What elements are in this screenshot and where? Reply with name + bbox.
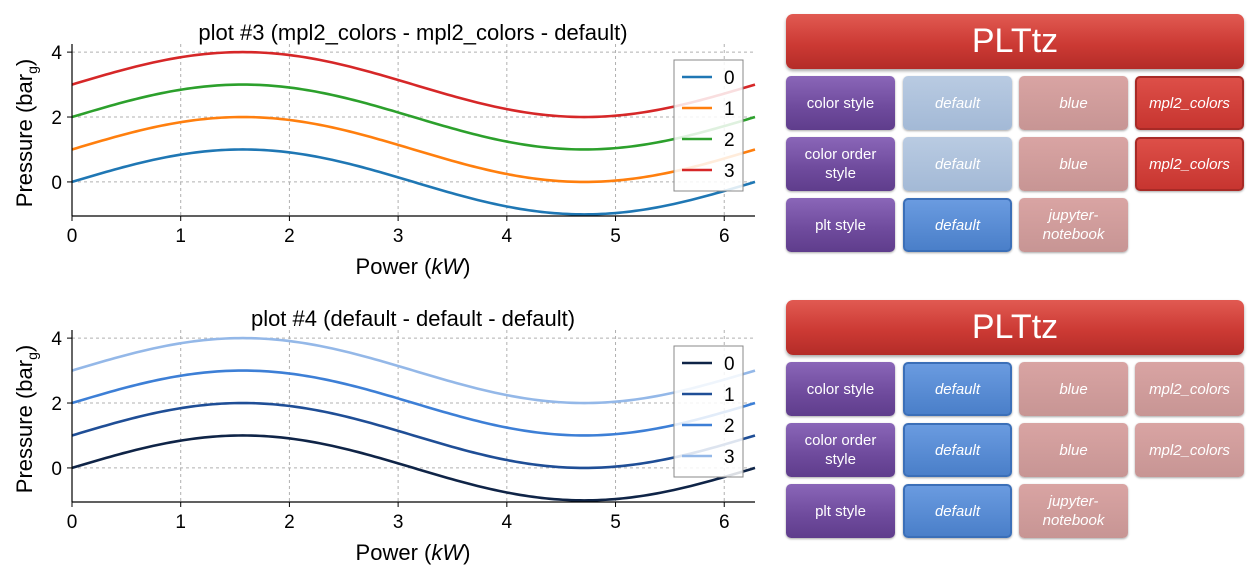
color-order-mpl2-colors-button[interactable]: mpl2_colors: [1135, 137, 1244, 191]
color-style-blue-button[interactable]: blue: [1019, 362, 1128, 416]
x-tick-label: 6: [719, 512, 730, 533]
plot-legend: 0 1 2 3: [673, 345, 744, 478]
plot-axes: [67, 44, 755, 221]
plt-style-default-button[interactable]: default: [903, 198, 1012, 252]
plot-axes: [67, 330, 755, 507]
y-tick-labels: 0 2 4: [51, 329, 62, 480]
row-label-color-style: color style: [786, 362, 895, 416]
series-line-1: [71, 115, 756, 184]
y-tick-label: 2: [51, 394, 62, 415]
color-style-default-button[interactable]: default: [903, 362, 1012, 416]
x-tick-label: 0: [67, 226, 78, 247]
x-tick-labels: 0 1 2 3 4 5 6: [67, 512, 730, 533]
row-label-plt-style: plt style: [786, 484, 895, 538]
color-order-blue-button[interactable]: blue: [1019, 423, 1128, 477]
row-label-color-style: color style: [786, 76, 895, 130]
x-tick-label: 5: [610, 512, 621, 533]
x-tick-label: 2: [284, 226, 295, 247]
y-tick-label: 2: [51, 108, 62, 129]
panel-title: PLTtz: [786, 14, 1244, 69]
plot-grid: [71, 44, 755, 216]
legend-label: 1: [724, 99, 735, 120]
color-order-default-button[interactable]: default: [903, 137, 1012, 191]
y-axis-label: Pressure (barg): [12, 345, 40, 493]
y-tick-labels: 0 2 4: [51, 43, 62, 194]
legend-label: 0: [724, 68, 735, 89]
plot-3: plot #3 (mpl2_colors - mpl2_colors - def…: [0, 0, 770, 290]
plot-3-svg: plot #3 (mpl2_colors - mpl2_colors - def…: [12, 20, 756, 279]
series-line-0: [71, 148, 756, 216]
row-label-plt-style: plt style: [786, 198, 895, 252]
color-style-blue-button[interactable]: blue: [1019, 76, 1128, 130]
plot-series: [71, 50, 756, 216]
series-line-2: [71, 83, 756, 151]
color-order-default-button[interactable]: default: [903, 423, 1012, 477]
color-style-default-button[interactable]: default: [903, 76, 1012, 130]
x-tick-label: 0: [67, 512, 78, 533]
x-tick-label: 5: [610, 226, 621, 247]
panel-title: PLTtz: [786, 300, 1244, 355]
legend-label: 2: [724, 416, 735, 437]
plot-4: plot #4 (default - default - default) 0 1…: [0, 286, 770, 576]
series-line-0: [71, 434, 756, 502]
plot-legend: 0 1 2 3: [673, 59, 744, 192]
plot-title: plot #4 (default - default - default): [251, 306, 575, 331]
y-tick-label: 4: [51, 43, 62, 64]
x-tick-label: 1: [175, 226, 186, 247]
plot-title: plot #3 (mpl2_colors - mpl2_colors - def…: [198, 20, 627, 45]
color-style-mpl2-colors-button[interactable]: mpl2_colors: [1135, 76, 1244, 130]
color-order-mpl2-colors-button[interactable]: mpl2_colors: [1135, 423, 1244, 477]
row-label-color-order-style: color order style: [786, 137, 895, 191]
x-tick-label: 1: [175, 512, 186, 533]
x-tick-labels: 0 1 2 3 4 5 6: [67, 226, 730, 247]
plt-style-jupyter-notebook-button[interactable]: jupyter-notebook: [1019, 198, 1128, 252]
plot-series: [71, 336, 756, 502]
legend-label: 0: [724, 354, 735, 375]
x-tick-label: 3: [393, 226, 404, 247]
series-line-2: [71, 369, 756, 437]
x-axis-label: Power (kW): [356, 540, 471, 565]
y-tick-label: 0: [51, 459, 62, 480]
x-tick-label: 6: [719, 226, 730, 247]
legend-label: 3: [724, 161, 735, 182]
row-label-color-order-style: color order style: [786, 423, 895, 477]
legend-label: 3: [724, 447, 735, 468]
plt-style-jupyter-notebook-button[interactable]: jupyter-notebook: [1019, 484, 1128, 538]
x-tick-label: 2: [284, 512, 295, 533]
y-tick-label: 0: [51, 173, 62, 194]
y-tick-label: 4: [51, 329, 62, 350]
series-line-3: [71, 50, 756, 119]
legend-label: 1: [724, 385, 735, 406]
plt-style-default-button[interactable]: default: [903, 484, 1012, 538]
x-tick-label: 3: [393, 512, 404, 533]
series-line-3: [71, 336, 756, 405]
x-tick-label: 4: [502, 512, 513, 533]
color-order-blue-button[interactable]: blue: [1019, 137, 1128, 191]
series-line-1: [71, 401, 756, 470]
color-style-mpl2-colors-button[interactable]: mpl2_colors: [1135, 362, 1244, 416]
plot-4-svg: plot #4 (default - default - default) 0 1…: [12, 306, 756, 565]
y-axis-label: Pressure (barg): [12, 59, 40, 207]
x-axis-label: Power (kW): [356, 254, 471, 279]
plot-grid: [71, 330, 755, 502]
x-tick-label: 4: [502, 226, 513, 247]
legend-label: 2: [724, 130, 735, 151]
